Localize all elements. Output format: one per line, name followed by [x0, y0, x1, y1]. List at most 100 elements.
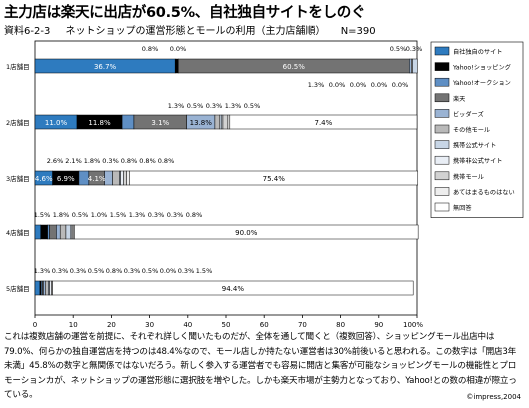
bar-segment	[121, 114, 135, 130]
bar-segment	[34, 280, 41, 296]
bar-segment	[49, 280, 52, 296]
x-tick-label: 10	[69, 321, 78, 328]
bar-segment	[174, 58, 179, 74]
bar-segment	[47, 224, 50, 240]
small-value-label: 0.3%	[70, 267, 87, 275]
category-label: 3店舗目	[6, 174, 30, 183]
legend-swatch	[434, 171, 450, 181]
bar-segment	[49, 224, 57, 240]
bar-segment	[412, 58, 418, 74]
small-value-label: 0.0%	[371, 81, 388, 89]
bar-segment	[126, 170, 130, 186]
bar-value-label: 11.0%	[45, 119, 68, 127]
chart-title: 主力店は楽天に出店が60.5%、自社独自サイトをしのぐ	[4, 5, 366, 21]
bar-segment	[40, 224, 48, 240]
x-tick-label: 80	[336, 321, 345, 328]
legend-swatch	[434, 187, 450, 196]
bar-segment	[56, 224, 61, 240]
x-tick-label: 100%	[403, 321, 423, 328]
small-value-label: 0.0%	[329, 81, 346, 89]
legend-label: ビッダーズ	[453, 110, 484, 118]
small-value-label: 1.8%	[84, 157, 101, 165]
bar-segment	[45, 280, 49, 296]
legend-swatch	[434, 124, 450, 134]
bar-value-label: 75.4%	[263, 175, 286, 183]
small-value-label: 0.3%	[124, 267, 141, 275]
legend-label: Yahoo!ショッピング	[452, 64, 511, 72]
small-value-label: 1.5%	[110, 211, 127, 219]
bar-segment	[219, 114, 223, 130]
small-value-label: 0.5%	[88, 267, 105, 275]
small-value-label: 0.5%	[142, 267, 159, 275]
small-value-label: 0.8%	[139, 157, 156, 165]
small-value-label: 0.3%	[102, 157, 119, 165]
small-value-label: 1.3%	[168, 102, 185, 110]
small-value-label: 0.8%	[158, 157, 175, 165]
category-label: 1店舗目	[6, 62, 30, 71]
bar-value-label: 60.5%	[283, 63, 306, 71]
small-value-label: 0.8%	[186, 211, 203, 219]
legend-label: あてはまるものはない	[453, 189, 515, 196]
bar-value-label: 6.9%	[57, 175, 75, 183]
x-tick-label: 50	[222, 321, 231, 328]
legend-label: その他モール	[453, 126, 490, 134]
small-value-label: 0.3%	[206, 102, 223, 110]
bar-segment	[52, 280, 414, 296]
legend-swatch	[434, 155, 450, 165]
small-value-label: 2.1%	[65, 157, 82, 165]
small-value-label: 0.0%	[170, 45, 187, 53]
small-value-label: 0.3%	[148, 211, 165, 219]
x-tick-label: 40	[183, 321, 192, 328]
bar-segment	[34, 224, 41, 240]
bar-value-label: 7.4%	[315, 119, 333, 127]
small-value-label: 0.3%	[406, 45, 423, 53]
bar-segment	[214, 114, 221, 130]
legend-swatch	[434, 93, 450, 103]
legend-label: 自社独自のサイト	[453, 48, 503, 56]
legend-swatch	[434, 62, 450, 71]
category-label: 4店舗目	[6, 228, 30, 237]
legend-label: Yahoo!オークション	[452, 80, 511, 87]
small-value-label: 0.0%	[350, 81, 367, 89]
bar-segment	[43, 280, 46, 296]
small-value-label: 0.8%	[142, 45, 159, 53]
x-tick-label: 0	[33, 321, 37, 328]
figure-caption: ネットショップの運営形態とモールの利用（主力店舗順）	[65, 26, 326, 37]
sample-size: N=390	[340, 26, 376, 37]
small-value-label: 2.6%	[47, 157, 64, 165]
legend-label: 携帯非公式サイト	[453, 157, 503, 165]
copyright: ©impress,2004	[466, 393, 521, 401]
small-value-label: 0.0%	[392, 81, 409, 89]
bar-value-label: 4.1%	[88, 175, 106, 183]
bar-segment	[74, 224, 419, 240]
legend-label: 携帯公式サイト	[453, 142, 496, 150]
bar-value-label: 94.4%	[222, 285, 245, 293]
bar-value-label: 36.7%	[94, 63, 117, 71]
bar-segment	[59, 224, 67, 240]
x-tick-label: 90	[374, 321, 383, 328]
small-value-label: 0.8%	[121, 157, 138, 165]
bar-segment	[409, 58, 412, 74]
small-value-label: 1.5%	[34, 211, 51, 219]
small-value-label: 0.5%	[72, 211, 89, 219]
small-value-label: 1.3%	[225, 102, 242, 110]
small-value-label: 1.3%	[129, 211, 146, 219]
legend-swatch	[434, 77, 450, 87]
bar-segment	[104, 170, 113, 186]
small-value-label: 1.5%	[196, 267, 213, 275]
bar-value-label: 13.8%	[190, 119, 213, 127]
bar-segment	[227, 114, 231, 130]
x-tick-label: 30	[145, 321, 154, 328]
stacked-bar-chart: 0 10 20 30 40 50 60 70 80 90 100% 1店舗目 36.7% 60.5% 0.8…	[6, 40, 524, 328]
bar-segment	[222, 114, 229, 130]
small-value-label: 0.5%	[390, 45, 407, 53]
x-tick-label: 20	[107, 321, 116, 328]
bar-segment	[120, 170, 124, 186]
legend-label: 無回答	[453, 204, 472, 212]
small-value-label: 1.3%	[34, 267, 51, 275]
legend-swatch	[434, 202, 450, 212]
small-value-label: 1.3%	[308, 81, 325, 89]
bar-segment	[229, 114, 418, 130]
figure-id: 資料6-2-3	[4, 26, 51, 37]
small-value-label: 1.8%	[53, 211, 70, 219]
